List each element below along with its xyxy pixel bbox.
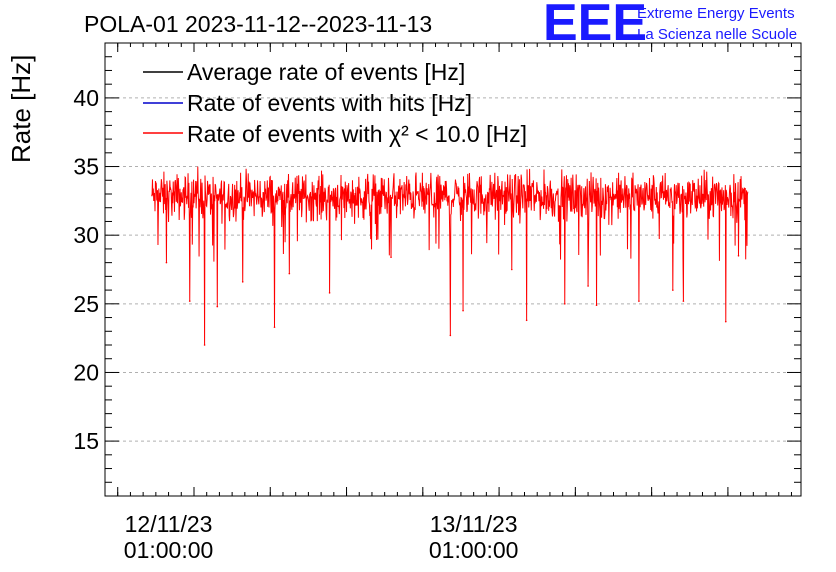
legend-label-hits: Rate of events with hits [Hz]: [187, 90, 472, 116]
dip-point: [724, 320, 727, 323]
legend-label-average: Average rate of events [Hz]: [187, 59, 465, 85]
x-tick-label-time: 01:00:00: [124, 537, 214, 563]
y-tick-labels: 15 20 25 30 35 40: [73, 85, 99, 454]
dip-point: [595, 304, 598, 306]
dip-point: [328, 292, 331, 294]
grid: [105, 97, 801, 442]
logo-mark: EEE: [543, 0, 647, 52]
x-tick-label-date: 12/11/23: [125, 511, 213, 537]
dip-point: [638, 300, 640, 302]
dip-point: [510, 268, 513, 271]
y-tick-label: 35: [73, 154, 99, 180]
plot-frame: [104, 42, 802, 497]
chart-title: POLA-01 2023-11-12--2023-11-13: [84, 11, 432, 37]
y-tick-label: 20: [73, 359, 99, 385]
dip-point: [563, 303, 566, 305]
legend-label-chi2: Rate of events with χ² < 10.0 [Hz]: [187, 121, 527, 147]
y-tick-label: 25: [73, 291, 99, 317]
dip-point: [462, 309, 464, 312]
logo-line-2: La Scienza nelle Scuole: [637, 26, 797, 43]
x-tick-label-time: 01:00:00: [429, 537, 519, 563]
y-tick-label: 40: [73, 85, 99, 111]
y-tick-label: 15: [73, 428, 99, 454]
dip-point: [682, 300, 685, 302]
y-axis-label: Rate [Hz]: [6, 55, 36, 163]
dip-point: [587, 285, 589, 287]
dip-point: [203, 344, 206, 346]
ticks: [104, 42, 801, 497]
dip-point: [525, 319, 528, 322]
dip-point: [165, 261, 168, 264]
dip-point: [188, 300, 191, 302]
dip-point: [390, 256, 392, 258]
dip-point: [737, 254, 740, 257]
dip-point: [273, 326, 276, 328]
x-tick-label-date: 13/11/23: [430, 511, 518, 537]
dip-point: [288, 272, 291, 275]
dip-point: [449, 334, 452, 337]
y-tick-label: 30: [73, 222, 99, 248]
dip-point: [672, 289, 674, 291]
logo-line-1: Extreme Energy Events: [637, 5, 795, 22]
series-layer: [151, 166, 749, 346]
dip-point: [216, 305, 219, 308]
eee-logo: EEE Extreme Energy Events La Scienza nel…: [543, 0, 797, 52]
legend: Average rate of events [Hz] Rate of even…: [143, 59, 527, 147]
dip-point: [241, 281, 244, 283]
series-chi2-line: [151, 166, 749, 346]
